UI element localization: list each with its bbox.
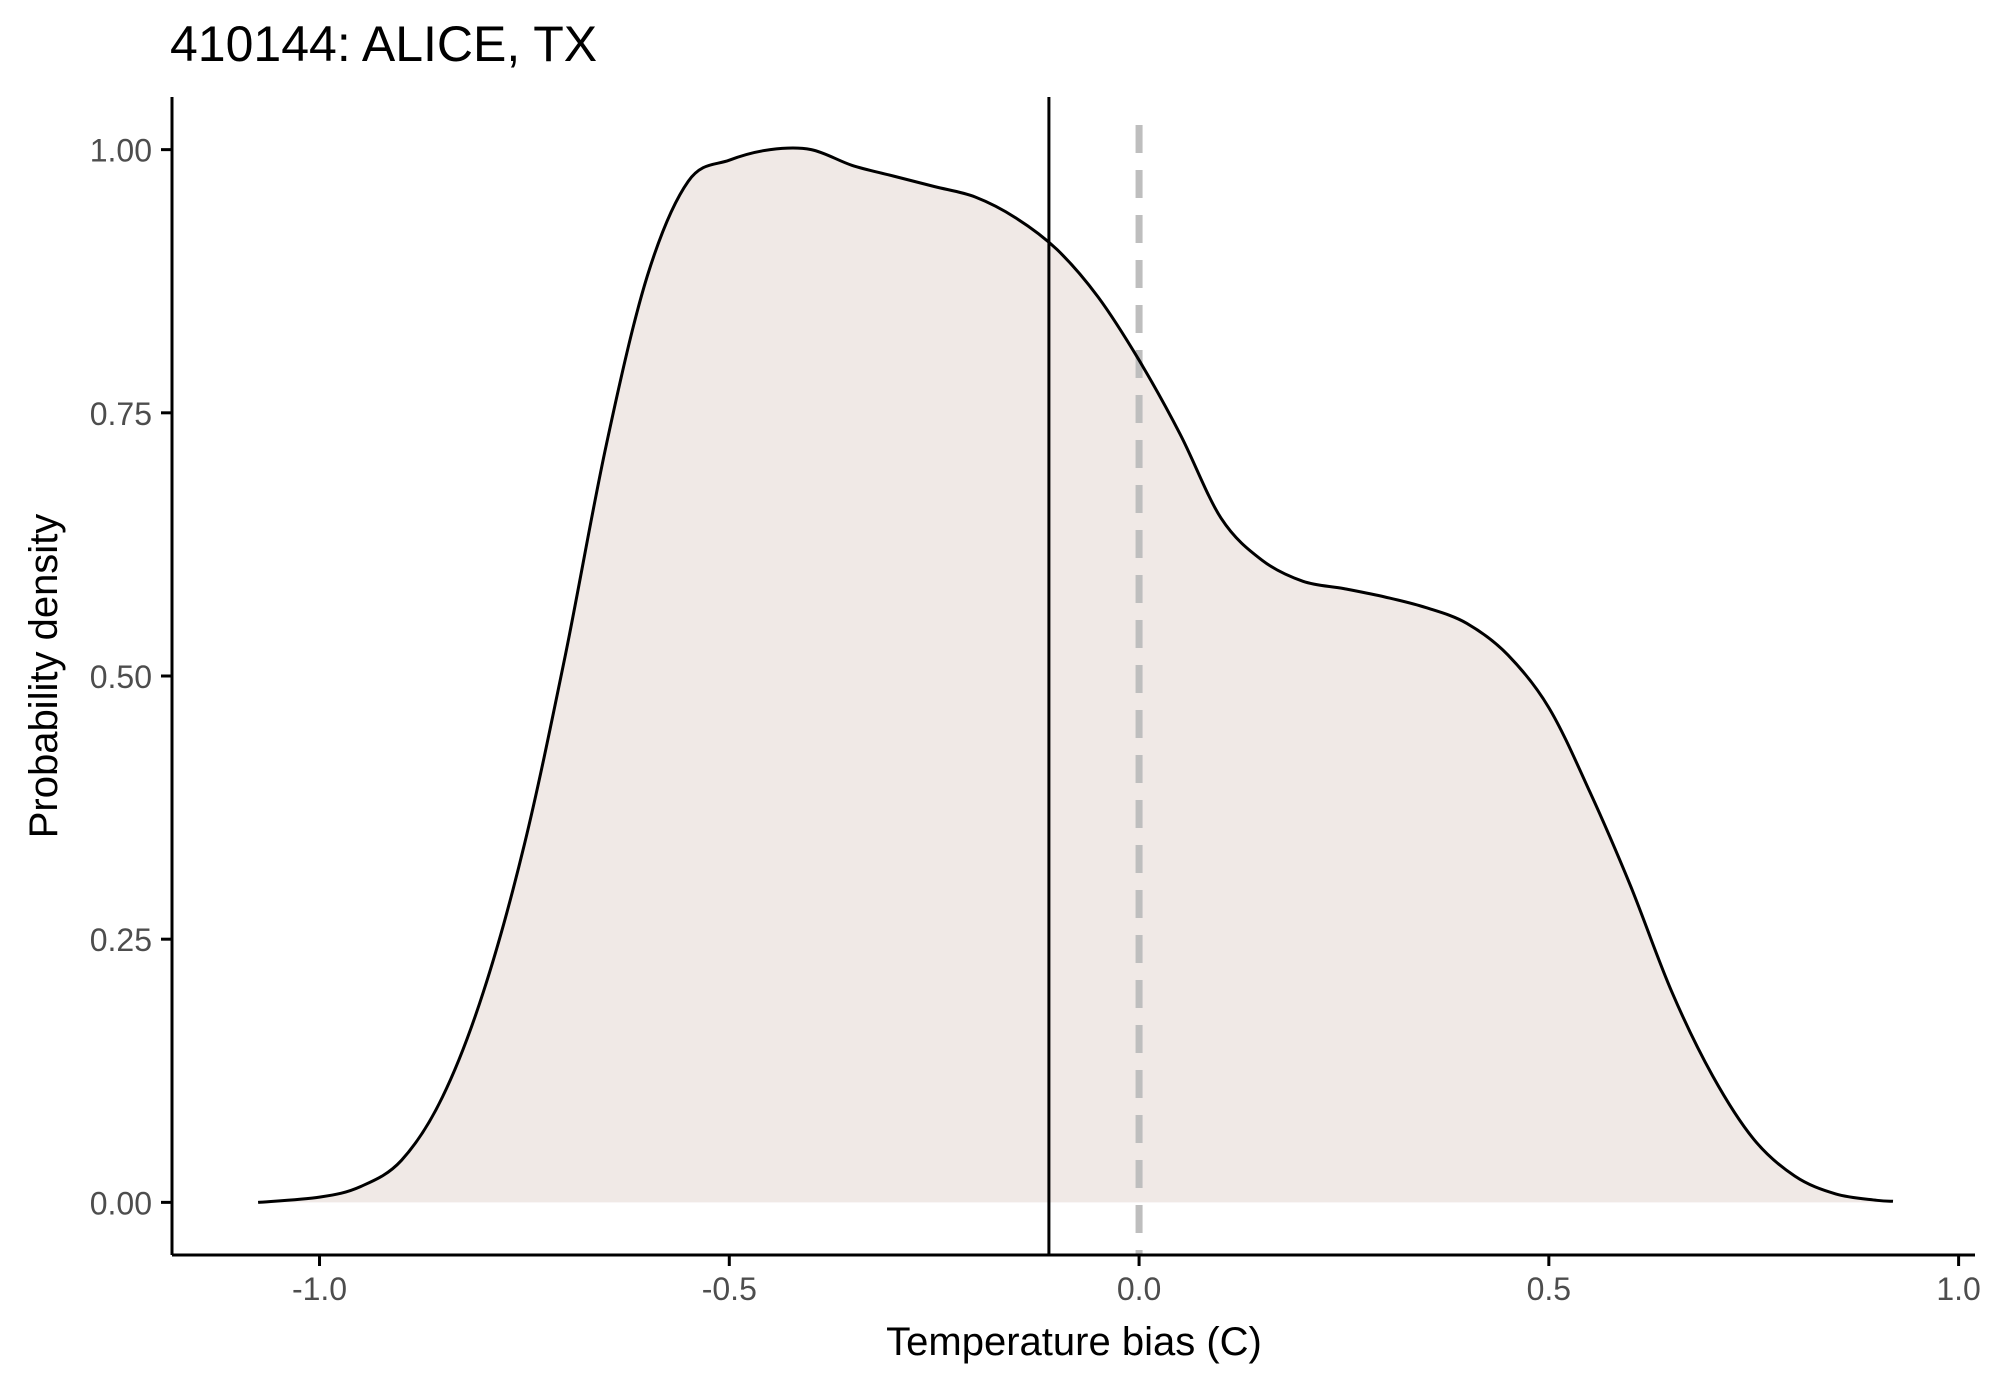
y-tick-label: 0.50 [90,659,152,695]
y-tick-label: 0.75 [90,396,152,432]
x-axis-label: Temperature bias (C) [886,1320,1262,1364]
x-axis: -1.0 -0.5 0.0 0.5 1.0 [292,1255,1981,1307]
chart-title: 410144: ALICE, TX [170,16,597,72]
x-tick-label: -0.5 [702,1271,757,1307]
y-tick-label: 0.00 [90,1185,152,1221]
y-axis: 0.00 0.25 0.50 0.75 1.00 [90,133,172,1221]
density-area [258,147,1894,1203]
y-tick-label: 1.00 [90,133,152,169]
x-tick-label: 0.0 [1117,1271,1161,1307]
x-tick-label: 0.5 [1527,1271,1571,1307]
plot-area [257,97,1894,1255]
density-line [257,146,1894,1204]
y-axis-label: Probability density [22,514,66,839]
x-tick-label: 1.0 [1936,1271,1980,1307]
y-tick-label: 0.25 [90,922,152,958]
x-tick-label: -1.0 [292,1271,347,1307]
